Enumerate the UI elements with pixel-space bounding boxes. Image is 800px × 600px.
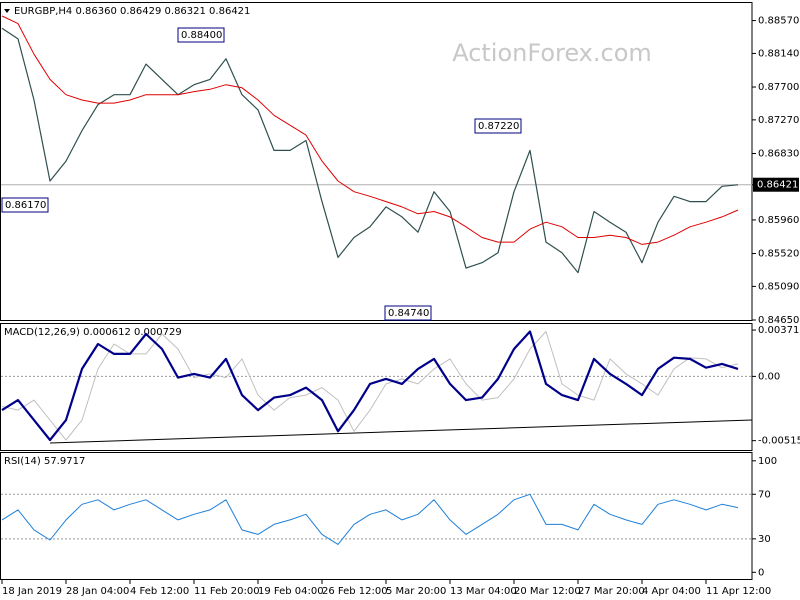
y-tick-label: 0.85960 [758,215,799,226]
macd-title: MACD(12,26,9) 0.000612 0.000729 [4,327,182,338]
annotation-box [1,197,49,213]
y-tick-label: 0.88140 [758,48,799,59]
annotation: 0.88400 [181,30,222,41]
series-line [1,493,739,545]
x-tick-label: 26 Feb 12:00 [322,586,388,597]
x-tick-label: 4 Apr 04:00 [642,586,701,597]
annotation-box [474,118,522,134]
y-tick-label: 0.87700 [758,82,799,93]
annotation: 0.87220 [478,121,519,132]
watermark: ActionForex.com [452,39,652,67]
y-tick-label: 30 [758,534,771,545]
y-tick-label: 0.86421 [757,180,798,191]
trend-line [49,419,753,444]
y-tick-label: 0 [758,567,764,578]
series-line [1,15,739,245]
macd-panel [0,323,753,451]
annotation-box [177,27,225,43]
series-line [1,330,739,442]
x-tick-label: 5 Mar 20:00 [386,586,446,597]
price-label-box [753,177,799,192]
price-panel [0,2,753,321]
series-line [1,27,739,274]
y-tick-label: 0.87270 [758,115,799,126]
y-tick-label: -0.005152 [758,436,800,447]
annotation: 0.84740 [388,308,429,319]
x-tick-label: 4 Feb 12:00 [130,586,189,597]
menu-icon [4,9,10,13]
y-tick-label: 0.00 [758,371,780,382]
y-tick-label: 0.88570 [758,16,799,27]
y-tick-label: 0.84650 [758,315,799,326]
x-tick-label: 20 Mar 12:00 [514,586,581,597]
x-tick-label: 11 Feb 20:00 [194,586,260,597]
x-tick-label: 11 Apr 12:00 [706,586,771,597]
y-tick-label: 0.003716 [758,325,800,336]
chart-title: EURGBP,H4 0.86360 0.86429 0.86321 0.8642… [14,6,250,17]
rsi-panel [0,452,753,580]
series-line [1,331,739,441]
x-tick-label: 28 Jan 04:00 [66,586,129,597]
x-tick-label: 27 Mar 20:00 [578,586,645,597]
x-tick-label: 18 Jan 2019 [2,586,62,597]
y-tick-label: 0.86830 [758,148,799,159]
y-tick-label: 100 [758,456,777,467]
rsi-title: RSI(14) 57.9717 [4,456,85,467]
x-tick-label: 13 Mar 04:00 [450,586,517,597]
y-tick-label: 70 [758,489,771,500]
annotation-box [384,305,432,321]
x-tick-label: 19 Feb 04:00 [258,586,324,597]
y-tick-label: 0.85090 [758,281,799,292]
annotation: 0.86170 [5,200,46,211]
y-tick-label: 0.85520 [758,249,799,260]
